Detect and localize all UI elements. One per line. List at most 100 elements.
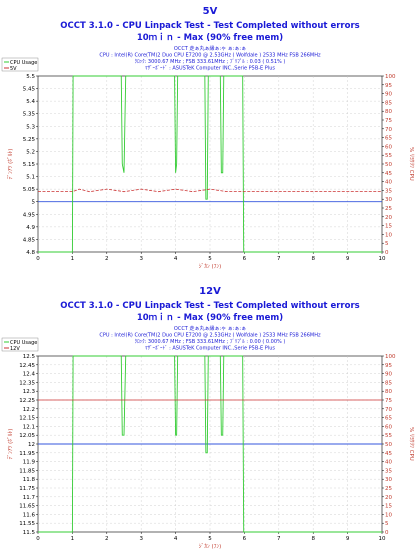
- y-tick-label: 5: [32, 200, 36, 206]
- x-tick-label: 7: [277, 256, 281, 262]
- x-tick-label: 0: [36, 256, 40, 262]
- y2-tick-label: 65: [385, 136, 392, 142]
- y2-tick-label: 90: [385, 372, 392, 378]
- y2-tick-label: 65: [385, 416, 392, 422]
- legend-box: [1, 57, 39, 72]
- x-tick-label: 6: [243, 536, 247, 542]
- x-tick-label: 7: [277, 536, 281, 542]
- chart-subtitle2: 10ｍｉｎ - Max (90% free mem): [137, 32, 283, 43]
- chart-title: 5V: [203, 6, 218, 17]
- y2-tick-label: 25: [385, 486, 392, 492]
- y2-tick-label: 95: [385, 363, 392, 369]
- y-tick-label: 12: [28, 442, 35, 448]
- chart-panel-5v: 5V OCCT 3.1.0 - CPU Linpack Test - Test C…: [1, 6, 415, 270]
- y2-tick-label: 100: [385, 354, 396, 360]
- legend-box: [1, 337, 39, 352]
- y2-tick-label: 35: [385, 188, 392, 194]
- chart-subtitle2: 10ｍｉｎ - Max (90% free mem): [137, 312, 283, 323]
- series-line-voltage: [38, 188, 382, 193]
- y-tick-label: 12.25: [19, 398, 35, 404]
- x-tick-label: 3: [139, 536, 143, 542]
- series-line-cpu-usage: [38, 75, 382, 253]
- x-tick-label: 8: [311, 256, 315, 262]
- y2-tick-label: 55: [385, 153, 392, 159]
- y2-tick-label: 45: [385, 451, 392, 457]
- chart-subtitle: OCCT 3.1.0 - CPU Linpack Test - Test Com…: [60, 21, 359, 31]
- y2-axis-label: % ﾘﾖｳﾘﾂ CPU: [408, 427, 415, 461]
- y2-tick-label: 0: [385, 530, 389, 536]
- legend-label-voltage: 12V: [10, 346, 20, 352]
- y2-tick-label: 40: [385, 180, 392, 186]
- y-tick-label: 12.45: [19, 363, 35, 369]
- x-axis-label: ｼﾞｶﾝ (ﾌﾝ): [199, 263, 222, 270]
- chart-info-line: ﾏｻﾞｰﾎﾞｰﾄﾞ : ASUSTeK Computer INC.,Serie …: [145, 65, 275, 72]
- y2-tick-label: 85: [385, 100, 392, 106]
- y-tick-label: 11.5: [23, 530, 36, 536]
- x-tick-label: 2: [105, 536, 109, 542]
- y2-tick-label: 60: [385, 424, 392, 430]
- legend-label-cpu: CPU Usage: [10, 60, 37, 66]
- series-line-cpu-usage: [38, 355, 382, 533]
- y2-tick-label: 60: [385, 144, 392, 150]
- x-tick-label: 0: [36, 536, 40, 542]
- y-tick-label: 5.2: [26, 149, 35, 155]
- y-tick-label: 11.9: [23, 460, 36, 466]
- y2-tick-label: 70: [385, 127, 392, 133]
- x-tick-label: 5: [208, 256, 212, 262]
- y-tick-label: 5.05: [23, 187, 36, 193]
- y2-tick-label: 15: [385, 224, 392, 230]
- y-tick-label: 11.95: [19, 451, 35, 457]
- y2-tick-label: 75: [385, 118, 392, 124]
- x-tick-label: 1: [71, 536, 75, 542]
- x-tick-label: 1: [71, 256, 75, 262]
- y-tick-label: 11.65: [19, 504, 35, 510]
- y2-tick-label: 45: [385, 171, 392, 177]
- y-tick-label: 11.55: [19, 521, 35, 527]
- y-tick-label: 5.3: [26, 124, 35, 130]
- legend-label-voltage: 5V: [10, 66, 17, 72]
- y2-tick-label: 80: [385, 389, 392, 395]
- x-tick-label: 10: [379, 256, 386, 262]
- y-tick-label: 5.35: [23, 112, 36, 118]
- y-tick-label: 12.4: [23, 372, 36, 378]
- x-tick-label: 5: [208, 536, 212, 542]
- y-tick-label: 11.85: [19, 468, 35, 474]
- y-axis-label: ﾃﾞﾝｱﾂ (ﾎﾞﾙﾄ): [7, 429, 14, 460]
- y2-tick-label: 5: [385, 521, 389, 527]
- y2-tick-label: 10: [385, 232, 392, 238]
- y-axis-label: ﾃﾞﾝｱﾂ (ﾎﾞﾙﾄ): [7, 149, 14, 180]
- x-tick-label: 2: [105, 256, 109, 262]
- y2-tick-label: 40: [385, 460, 392, 466]
- y-tick-label: 4.8: [26, 250, 35, 256]
- y2-tick-label: 30: [385, 477, 392, 483]
- y-tick-label: 4.85: [23, 237, 36, 243]
- y-tick-label: 5.4: [26, 99, 35, 105]
- chart-info-line: CPU : Intel(R) Core(TM)2 Duo CPU E7200 @…: [99, 333, 321, 339]
- x-tick-label: 10: [379, 536, 386, 542]
- y2-tick-label: 95: [385, 83, 392, 89]
- y2-tick-label: 70: [385, 407, 392, 413]
- chart-info-line: ﾏｻﾞｰﾎﾞｰﾄﾞ : ASUSTeK Computer INC.,Serie …: [145, 345, 275, 352]
- chart-info-line: OCCT 走ぁ丸ぁ縁ぁ:ゃ ぁ:ぁ:ぁ: [174, 45, 246, 52]
- y-tick-label: 5.5: [26, 74, 35, 80]
- y-tick-label: 11.6: [23, 512, 36, 518]
- chart-info-line: ｸﾛｯｸ: 3000.67 MHz ; FSB 333.61MHz ; ﾌﾞﾘﾌ…: [135, 58, 286, 65]
- y-tick-label: 12.35: [19, 380, 35, 386]
- chart-info-line: OCCT 走ぁ丸ぁ縁ぁ:ゃ ぁ:ぁ:ぁ: [174, 325, 246, 332]
- y2-tick-label: 50: [385, 442, 392, 448]
- y-tick-label: 12.05: [19, 433, 35, 439]
- x-tick-label: 6: [243, 256, 247, 262]
- y2-tick-label: 30: [385, 197, 392, 203]
- y2-tick-label: 75: [385, 398, 392, 404]
- y-tick-label: 12.1: [23, 424, 35, 430]
- chart-panel-12v: 12V OCCT 3.1.0 - CPU Linpack Test - Test …: [0, 280, 420, 560]
- y2-tick-label: 25: [385, 206, 392, 212]
- x-axis-label: ｼﾞｶﾝ (ﾌﾝ): [199, 543, 222, 550]
- y2-tick-label: 35: [385, 468, 392, 474]
- y2-tick-label: 20: [385, 215, 392, 221]
- chart-title: 12V: [199, 286, 221, 297]
- y-tick-label: 11.7: [23, 495, 36, 501]
- y2-tick-label: 100: [385, 74, 396, 80]
